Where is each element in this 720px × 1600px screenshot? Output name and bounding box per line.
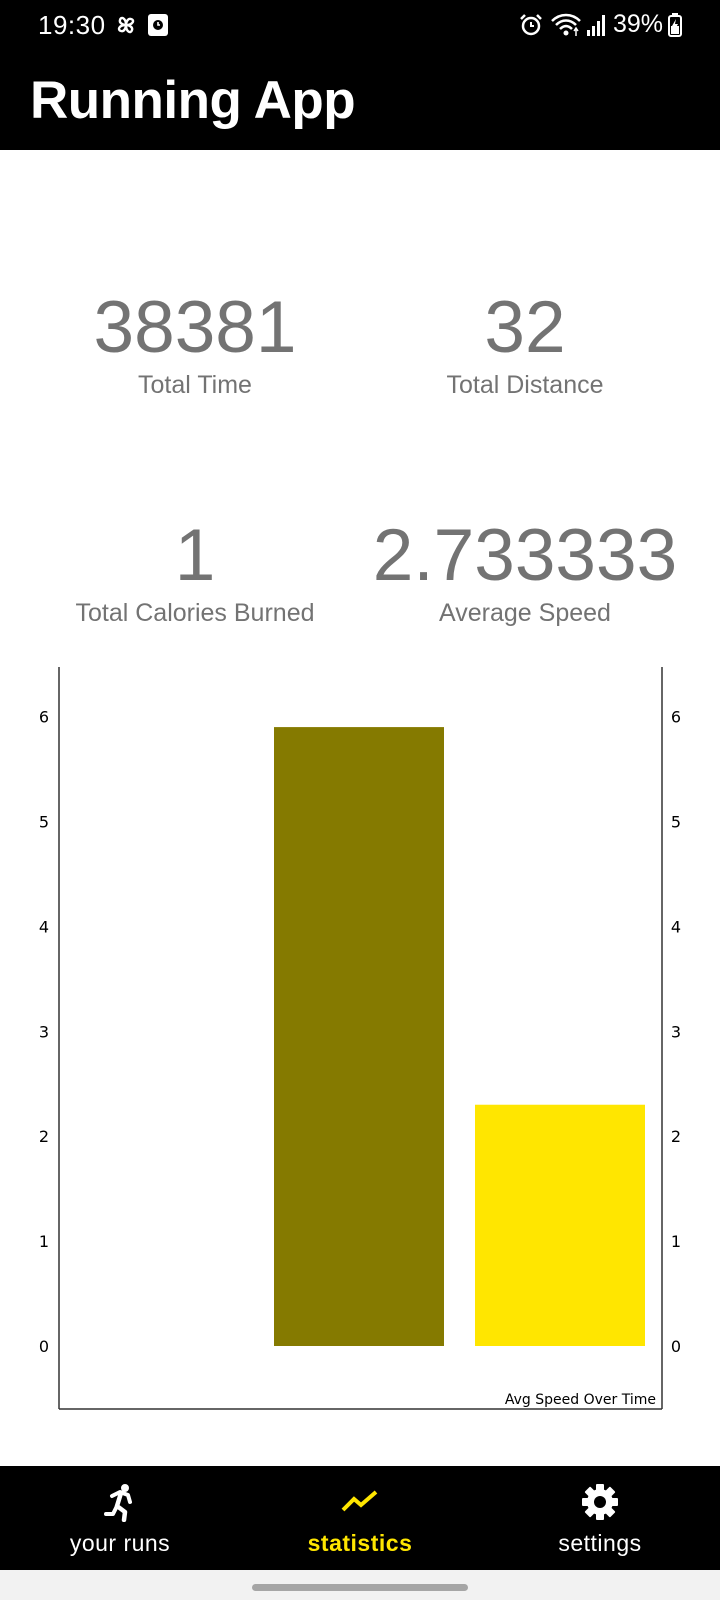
bottom-navigation: your runs statistics settings (0, 1466, 720, 1570)
right-tick-label: 4 (671, 917, 681, 936)
right-tick-label: 2 (671, 1127, 681, 1146)
wifi-icon (551, 13, 581, 36)
nav-settings-label: settings (558, 1530, 642, 1556)
nav-your-runs-label: your runs (69, 1530, 171, 1556)
trending-line-icon (341, 1490, 378, 1512)
left-tick-label: 3 (39, 1022, 49, 1041)
gesture-handle[interactable] (252, 1584, 468, 1591)
right-tick-label: 1 (671, 1232, 681, 1251)
stat-total-time: 38381 Total Time (30, 286, 360, 400)
avg-speed-chart: 0 0 1 1 2 2 3 3 4 4 5 5 6 6 Avg Speed Over Time (39, 667, 681, 1410)
right-tick-label: 0 (671, 1337, 681, 1356)
bar-1 (274, 727, 444, 1346)
left-tick-label: 5 (39, 813, 49, 832)
alarm-icon (520, 14, 542, 36)
screenshot-icon (148, 14, 168, 36)
running-person-icon (104, 1484, 132, 1522)
left-tick-label: 6 (39, 708, 49, 727)
bar-2 (475, 1104, 645, 1346)
total-distance-value: 32 (484, 287, 566, 368)
left-tick-label: 4 (39, 917, 49, 936)
total-calories-label: Total Calories Burned (75, 599, 315, 627)
stat-average-speed: 2.733333 Average Speed (360, 514, 690, 628)
chart-description: Avg Speed Over Time (505, 1392, 656, 1408)
gear-icon (582, 1484, 618, 1520)
left-tick-label: 2 (39, 1127, 49, 1146)
left-tick-label: 1 (39, 1232, 49, 1251)
total-calories-value: 1 (174, 515, 216, 596)
right-tick-label: 6 (671, 708, 681, 727)
pinwheel-icon (117, 16, 135, 34)
nav-settings[interactable]: settings (480, 1466, 720, 1570)
status-bar: 19:30 39% (0, 0, 720, 50)
stat-total-distance: 32 Total Distance (360, 286, 690, 400)
total-distance-label: Total Distance (446, 371, 604, 399)
nav-statistics-label: statistics (307, 1530, 413, 1556)
right-tick-label: 3 (671, 1022, 681, 1041)
gesture-area (0, 1570, 720, 1600)
app-bar: Running App (0, 50, 720, 150)
nav-statistics[interactable]: statistics (240, 1466, 480, 1570)
nav-your-runs[interactable]: your runs (0, 1466, 240, 1570)
total-time-label: Total Time (138, 371, 252, 399)
total-time-value: 38381 (93, 287, 297, 368)
battery-percentage: 39% (613, 10, 664, 38)
status-time: 19:30 (38, 10, 106, 40)
left-tick-label: 0 (39, 1337, 49, 1356)
average-speed-value: 2.733333 (372, 515, 678, 596)
battery-icon (668, 13, 682, 37)
average-speed-label: Average Speed (439, 599, 611, 627)
right-tick-label: 5 (671, 813, 681, 832)
app-title: Running App (30, 71, 356, 130)
signal-icon (587, 15, 605, 36)
stat-total-calories: 1 Total Calories Burned (30, 514, 360, 628)
